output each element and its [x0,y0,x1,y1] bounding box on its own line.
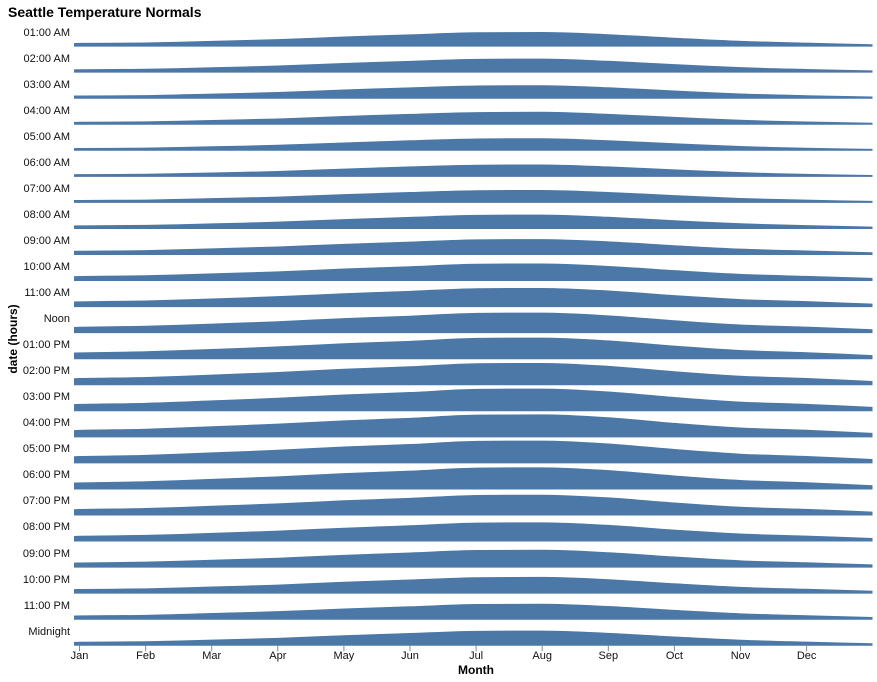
ridge-area-01-00-pm [74,336,873,360]
chart-title: Seattle Temperature Normals [8,4,202,20]
ridge-area-03-00-pm [74,387,873,412]
ridge-top-stroke [73,30,873,45]
ridge-top-stroke [73,361,873,381]
ridge-area-04-00-am [74,111,873,125]
hour-label-07-00-pm: 07:00 PM [22,495,70,508]
ridge-top-stroke [73,83,873,97]
hour-label-02-00-am: 02:00 AM [23,52,70,65]
hour-label-05-00-pm: 05:00 PM [22,443,70,456]
x-axis-title: Month [458,663,494,677]
hour-label-03-00-pm: 03:00 PM [22,391,70,404]
month-label-jan: Jan [70,650,89,662]
ridge-top-stroke [73,602,873,617]
ridge-top-stroke [73,548,873,565]
hour-label-09-00-pm: 09:00 PM [22,547,70,560]
ridge-area-05-00-am [74,137,873,151]
month-label-mar: Mar [202,650,222,662]
ridge-area-noon [74,311,873,334]
ridge-area-02-00-pm [74,362,873,386]
ridge-area-07-00-pm [74,494,873,516]
hour-label-01-00-pm: 01:00 PM [22,339,70,352]
ridge-top-stroke [73,237,873,253]
hour-label-02-00-pm: 02:00 PM [22,365,70,378]
hour-label-01-00-am: 01:00 AM [23,26,70,39]
ridge-top-stroke [73,57,873,71]
ridge-top-stroke [73,213,873,227]
month-label-aug: Aug [532,650,552,662]
ridge-area-06-00-pm [74,466,873,490]
hour-label-06-00-am: 06:00 AM [23,156,70,169]
ridge-area-09-00-am [74,238,873,255]
ridge-top-stroke [73,311,873,330]
hour-label-noon: Noon [43,313,70,326]
month-label-dec: Dec [796,650,817,662]
month-label-nov: Nov [730,650,751,662]
hour-label-06-00-pm: 06:00 PM [22,469,70,482]
hour-label-midnight: Midnight [28,625,70,638]
ridge-area-11-00-pm [74,603,873,620]
hour-label-07-00-am: 07:00 AM [23,182,70,195]
ridge-area-11-00-am [74,287,873,308]
ridge-top-stroke [73,188,873,201]
ridge-top-stroke [73,110,873,123]
month-label-may: May [333,650,355,662]
ridge-top-stroke [73,575,873,591]
hour-label-11-00-am: 11:00 AM [24,287,70,299]
hour-label-03-00-am: 03:00 AM [23,78,70,91]
month-label-sep: Sep [598,650,619,662]
hour-label-08-00-am: 08:00 AM [23,208,70,221]
ridge-top-stroke [73,336,873,356]
ridge-area-04-00-pm [74,413,873,438]
ridge-top-stroke [73,465,873,486]
month-label-feb: Feb [136,650,156,662]
ridge-area-08-00-pm [74,521,873,542]
ridge-area-06-00-am [74,163,873,177]
ridge-top-stroke [73,413,873,433]
ridge-top-stroke [73,387,873,407]
ridge-top-stroke [73,163,873,176]
hour-label-10-00-am: 10:00 AM [23,260,70,273]
month-label-jul: Jul [469,650,484,662]
ridge-area-10-00-pm [74,576,873,594]
ridge-area-01-00-am [74,31,873,47]
hour-label-09-00-am: 09:00 AM [23,234,70,247]
ridge-area-10-00-am [74,262,873,282]
ridge-area-02-00-am [74,57,873,73]
ridge-area-midnight [74,629,873,646]
month-label-oct: Oct [665,650,683,662]
hour-label-05-00-am: 05:00 AM [23,130,70,143]
ridge-top-stroke [73,493,873,512]
hour-label-10-00-pm: 10:00 PM [22,573,70,586]
hour-label-04-00-am: 04:00 AM [23,104,70,117]
ridge-area-03-00-am [74,84,873,99]
hour-label-08-00-pm: 08:00 PM [22,521,70,534]
hour-label-04-00-pm: 04:00 PM [22,417,70,430]
month-label-apr: Apr [269,650,287,662]
month-label-jun: Jun [401,650,419,662]
ridge-top-stroke [73,286,873,304]
ridge-top-stroke [73,520,873,539]
ridge-area-05-00-pm [74,439,873,464]
ridge-area-09-00-pm [74,549,873,568]
ridge-area-08-00-am [74,213,873,229]
ridge-top-stroke [73,136,873,149]
ridge-area-07-00-am [74,189,873,203]
hour-label-11-00-pm: 11:00 PM [23,599,70,612]
ridge-top-stroke [73,262,873,278]
ridge-top-stroke [73,439,873,459]
ridge-top-stroke [73,629,873,644]
